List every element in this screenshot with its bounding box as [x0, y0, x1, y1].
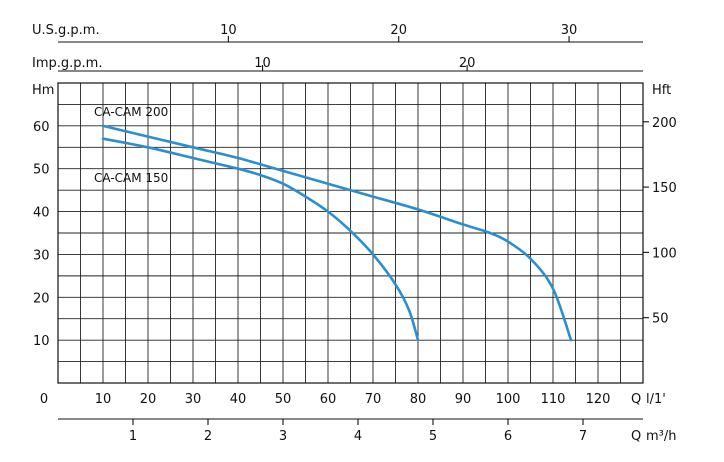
tick-label-hft: 50	[652, 312, 669, 327]
tick-label-impgpm: 20	[459, 56, 476, 71]
tick-label-lpm: 100	[496, 392, 521, 407]
tick-label-usgpm: 30	[561, 23, 578, 38]
curve-layer	[101, 124, 573, 342]
series-line-ca-cam-150	[101, 137, 420, 342]
tick-label-lpm: 60	[320, 392, 337, 407]
tick-label-lpm: 110	[541, 392, 566, 407]
tick-label-lpm: 0	[40, 392, 48, 407]
tick-label-m3h: 3	[279, 429, 287, 444]
tick-label-hm: 50	[33, 163, 50, 178]
tick-label-lpm: 40	[230, 392, 247, 407]
tick-label-hm: 40	[33, 206, 50, 221]
plot-frame	[57, 82, 644, 384]
tick-label-lpm: 50	[275, 392, 292, 407]
series-label-ca-cam-150: CA-CAM 150	[94, 171, 168, 185]
axis-label-hm: Hm	[32, 83, 54, 98]
tick-label-m3h: 7	[579, 429, 587, 444]
tick-label-usgpm: 10	[220, 23, 237, 38]
tick-label-impgpm: 10	[254, 56, 271, 71]
tick-label-lpm: 30	[185, 392, 202, 407]
tick-label-hm: 20	[33, 291, 50, 306]
tick-label-lpm: 20	[140, 392, 157, 407]
tick-label-hft: 100	[652, 246, 677, 261]
tick-label-lpm: 120	[586, 392, 611, 407]
axis-label-hft: Hft	[652, 83, 671, 98]
tick-label-lpm: 10	[95, 392, 112, 407]
axis-label-impgpm: Imp.g.p.m.	[32, 56, 102, 71]
series-line-ca-cam-200	[101, 124, 573, 342]
axis-layer	[58, 36, 649, 425]
tick-label-m3h: 6	[504, 429, 512, 444]
tick-label-lpm: 90	[455, 392, 472, 407]
axis-unit-m3h: m³/h	[646, 429, 677, 444]
axis-unit-lpm: l/1'	[646, 392, 666, 407]
tick-label-lpm: 70	[365, 392, 382, 407]
tick-label-hm: 60	[33, 120, 50, 135]
tick-label-m3h: 4	[354, 429, 362, 444]
axis-q-lpm: Q	[631, 392, 641, 407]
tick-label-hm: 30	[33, 248, 50, 263]
tick-label-lpm: 80	[410, 392, 427, 407]
tick-label-usgpm: 20	[390, 23, 407, 38]
series-label-ca-cam-200: CA-CAM 200	[94, 105, 168, 119]
tick-label-m3h: 5	[429, 429, 437, 444]
tick-label-hft: 200	[652, 116, 677, 131]
tick-label-hft: 150	[652, 181, 677, 196]
tick-label-m3h: 2	[204, 429, 212, 444]
tick-label-m3h: 1	[129, 429, 137, 444]
axis-label-usgpm: U.S.g.p.m.	[32, 23, 100, 38]
tick-label-hm: 10	[33, 334, 50, 349]
axis-q-m3h: Q	[631, 429, 641, 444]
grid-layer	[57, 82, 644, 384]
